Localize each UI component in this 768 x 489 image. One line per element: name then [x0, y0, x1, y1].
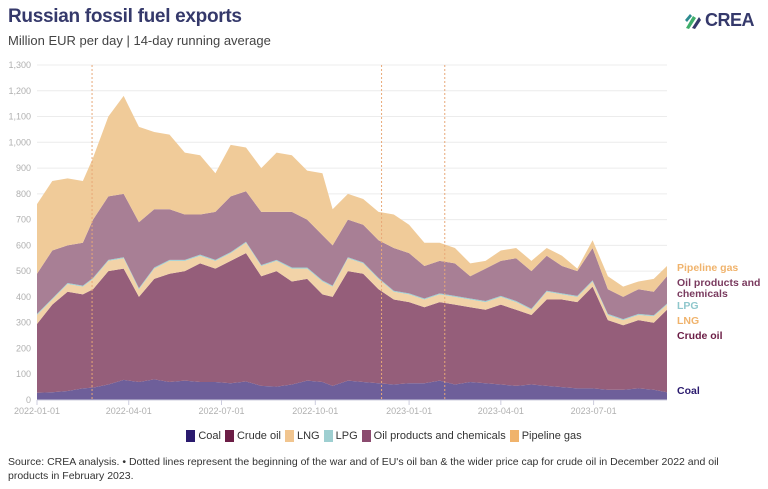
legend-item[interactable]: Oil products and chemicals [361, 430, 506, 442]
legend-label: Oil products and chemicals [373, 430, 506, 442]
y-tick-label: 800 [16, 189, 31, 199]
y-tick-label: 1,300 [8, 60, 31, 70]
y-tick-label: 900 [16, 163, 31, 173]
y-tick-label: 700 [16, 215, 31, 225]
crea-leaf-icon [684, 13, 701, 29]
y-tick-label: 0 [26, 395, 31, 405]
y-tick-label: 600 [16, 240, 31, 250]
y-tick-label: 1,000 [8, 137, 31, 147]
legend-swatch [285, 430, 294, 442]
legend-item[interactable]: LNG [285, 430, 320, 442]
x-axis: 2022-01-01 2022-04-01 2022-07-01 2022-10-01… [14, 399, 667, 416]
x-tick-label: 2023-01-01 [386, 406, 432, 416]
area-oil-products-and-chemicals [37, 191, 667, 320]
area-coal [37, 379, 667, 400]
y-axis: 0 100 200 300 400 500 600 700 800 900 1,000 1,100 1,… [8, 60, 31, 405]
y-tick-label: 1,100 [8, 112, 31, 122]
legend-label: Pipeline gas [521, 430, 582, 442]
crea-logo-text: CREA [704, 10, 755, 30]
crea-logo: CREA [684, 10, 755, 31]
legend-swatch [361, 430, 371, 442]
y-tick-label: 400 [16, 292, 31, 302]
y-tick-label: 100 [16, 369, 31, 379]
legend-item[interactable]: Pipeline gas [509, 430, 582, 442]
legend-label: Crude oil [236, 430, 281, 442]
end-label-lng: LNG [677, 315, 699, 327]
y-tick-label: 200 [16, 343, 31, 353]
legend: Coal Crude oil LNG LPG Oil products and chem… [0, 430, 768, 442]
x-tick-label: 2023-07-01 [571, 406, 617, 416]
y-tick-label: 500 [16, 266, 31, 276]
x-tick-label: 2022-01-01 [14, 406, 60, 416]
y-tick-label: 300 [16, 318, 31, 328]
chart-subtitle: Million EUR per day | 14-day running ave… [8, 33, 271, 48]
legend-item[interactable]: Crude oil [224, 430, 281, 442]
legend-label: LNG [297, 430, 320, 442]
y-tick-label: 1,200 [8, 86, 31, 96]
area-series [37, 95, 667, 400]
chart-title: Russian fossil fuel exports [8, 6, 242, 27]
legend-label: Coal [198, 430, 221, 442]
legend-swatch [224, 430, 234, 442]
x-tick-label: 2022-04-01 [106, 406, 152, 416]
legend-item[interactable]: Coal [186, 430, 221, 442]
x-tick-label: 2022-07-01 [198, 406, 244, 416]
legend-swatch [323, 430, 333, 442]
legend-label: LPG [335, 430, 358, 442]
end-label-pipeline-gas: Pipeline gas [677, 262, 738, 274]
area-crude-oil [37, 253, 667, 393]
area-lng [37, 242, 667, 326]
legend-swatch [509, 430, 519, 442]
source-note: Source: CREA analysis. • Dotted lines re… [8, 456, 719, 482]
legend-swatch [186, 430, 196, 442]
end-label-lpg: LPG [677, 300, 699, 312]
x-tick-label: 2023-04-01 [478, 406, 524, 416]
legend-item[interactable]: LPG [323, 430, 358, 442]
end-label-crude-oil: Crude oil [677, 330, 723, 342]
x-tick-label: 2022-10-01 [292, 406, 338, 416]
end-label-oil-products-and-chemicals: Oil products and chemicals [677, 277, 760, 300]
area-pipeline-gas [37, 95, 667, 297]
end-label-coal: Coal [677, 385, 700, 397]
